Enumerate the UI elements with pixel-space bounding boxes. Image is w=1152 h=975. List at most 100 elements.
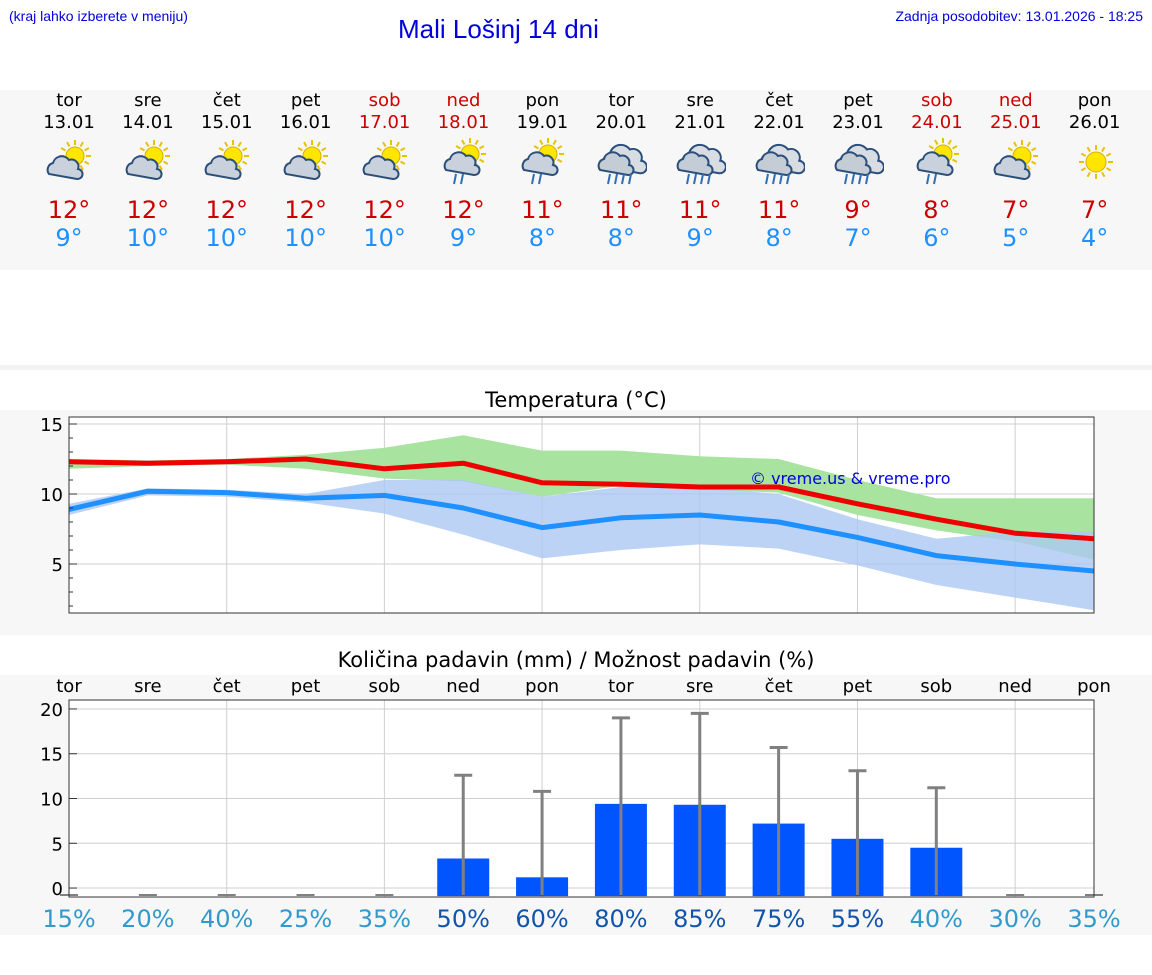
max-temperature: 8° [923, 196, 951, 224]
day-date: 19.01 [516, 112, 569, 133]
day-name: čet [212, 90, 241, 111]
min-temperature: 9° [55, 224, 83, 252]
min-temperature-line [68, 488, 1095, 574]
day-date: 24.01 [911, 112, 963, 133]
day-name: pet [843, 90, 873, 111]
partly-cloudy-sun-icon [283, 140, 328, 180]
divider [0, 365, 1152, 370]
day-date: 14.01 [122, 112, 174, 133]
min-temperature: 10° [363, 224, 406, 252]
sun-cloud-rain-icon [916, 138, 959, 185]
partly-cloudy-sun-icon [204, 140, 249, 180]
precipitation-chart-title: Količina padavin (mm) / Možnost padavin … [337, 648, 815, 672]
category-label: tor [56, 676, 82, 697]
watermark: © vreme.us & vreme.pro [750, 469, 951, 488]
day-date: 15.01 [201, 112, 253, 133]
cloud-rain-icon [755, 143, 806, 185]
sun-cloud-rain-icon [522, 138, 565, 185]
day-date: 20.01 [595, 112, 648, 133]
last-update: Zadnja posodobitev: 13.01.2026 - 18:25 [895, 8, 1143, 24]
region-hint[interactable]: (kraj lahko izberete v meniju) [9, 8, 188, 24]
min-temperature: 8° [765, 224, 793, 252]
day-name: sre [134, 90, 162, 111]
category-label: sob [368, 676, 400, 697]
cloud-rain-icon [676, 143, 727, 185]
max-temperature: 7° [1002, 196, 1030, 224]
max-temperature: 11° [600, 196, 643, 224]
day-date: 18.01 [437, 112, 490, 133]
y-tick-label: 0 [52, 879, 63, 900]
page-title: Mali Lošinj 14 dni [398, 14, 599, 44]
partly-cloudy-sun-icon [46, 140, 91, 180]
category-label: čet [213, 676, 241, 697]
day-name: sre [686, 90, 714, 111]
min-temperature: 10° [126, 224, 170, 252]
max-temperature: 12° [47, 196, 91, 224]
day-name: sob [920, 90, 953, 111]
day-name: ned [998, 90, 1033, 111]
day-date: 22.01 [753, 112, 805, 133]
cloud-rain-icon [597, 143, 648, 185]
precipitation-probability-label: 30% [988, 905, 1041, 933]
day-name: ned [446, 90, 481, 111]
day-name: pet [290, 90, 321, 111]
precipitation-chart: tor sre čet pet sob ned pon tor sre čet pet sob ned p… [40, 676, 1121, 933]
max-temperature: 11° [521, 196, 564, 224]
day-date: 13.01 [43, 112, 95, 133]
category-label: ned [446, 676, 480, 697]
day-date: 23.01 [832, 112, 884, 133]
min-temperature: 5° [1002, 224, 1030, 252]
day-name: tor [608, 90, 635, 111]
precipitation-probability-label: 80% [594, 905, 647, 933]
min-temperature: 10° [284, 224, 327, 252]
sun-icon [1078, 145, 1113, 179]
sun-cloud-rain-icon [443, 138, 486, 185]
precipitation-probability-label: 40% [910, 905, 963, 933]
min-temperature: 8° [607, 224, 635, 252]
category-label: pon [525, 676, 559, 697]
day-date: 26.01 [1068, 112, 1121, 133]
max-temperature: 7° [1081, 196, 1109, 224]
max-temperature: 9° [844, 196, 872, 224]
plot-frame [68, 416, 1095, 614]
temperature-chart: 5 10 15 © vreme.us & vreme.pro [40, 415, 1095, 614]
category-label: pet [291, 676, 321, 697]
min-temperature: 9° [449, 224, 478, 252]
precipitation-probability-label: 35% [1067, 905, 1120, 933]
max-temperature: 12° [205, 196, 249, 224]
precipitation-probability-label: 20% [121, 905, 174, 933]
max-temperature: 12° [442, 196, 485, 224]
day-date: 21.01 [674, 112, 726, 133]
max-temperature: 12° [126, 196, 170, 224]
precipitation-probability-label: 35% [358, 905, 411, 933]
day-name: pon [1077, 90, 1112, 111]
day-name: tor [56, 90, 82, 111]
y-tick-label: 15 [40, 745, 63, 766]
y-tick-label: 10 [40, 790, 63, 811]
day-name: sob [368, 90, 401, 111]
cloud-rain-icon [834, 143, 884, 185]
min-temperature: 10° [205, 224, 249, 252]
y-tick-label: 5 [52, 555, 63, 576]
precipitation-probability-label: 15% [42, 905, 95, 933]
category-label: pet [843, 676, 873, 697]
day-date: 16.01 [279, 112, 332, 133]
category-label: čet [765, 676, 793, 697]
precipitation-probability-label: 40% [200, 905, 253, 933]
day-name: čet [765, 90, 794, 111]
y-tick-label: 5 [52, 834, 63, 855]
day-date: 17.01 [358, 112, 411, 133]
precipitation-probability-label: 85% [673, 905, 726, 933]
category-label: tor [608, 676, 634, 697]
min-temperature: 4° [1081, 224, 1109, 252]
precipitation-probability-label: 60% [515, 905, 568, 933]
partly-cloudy-sun-icon [125, 140, 170, 180]
precipitation-probability-label: 25% [279, 905, 332, 933]
y-tick-label: 15 [40, 415, 63, 436]
y-tick-label: 10 [40, 485, 63, 506]
category-label: sre [686, 676, 713, 697]
max-temperature: 11° [678, 196, 722, 224]
precipitation-probability-label: 75% [752, 905, 805, 933]
day-name: pon [525, 90, 560, 111]
min-temperature-range-band [69, 480, 1094, 611]
